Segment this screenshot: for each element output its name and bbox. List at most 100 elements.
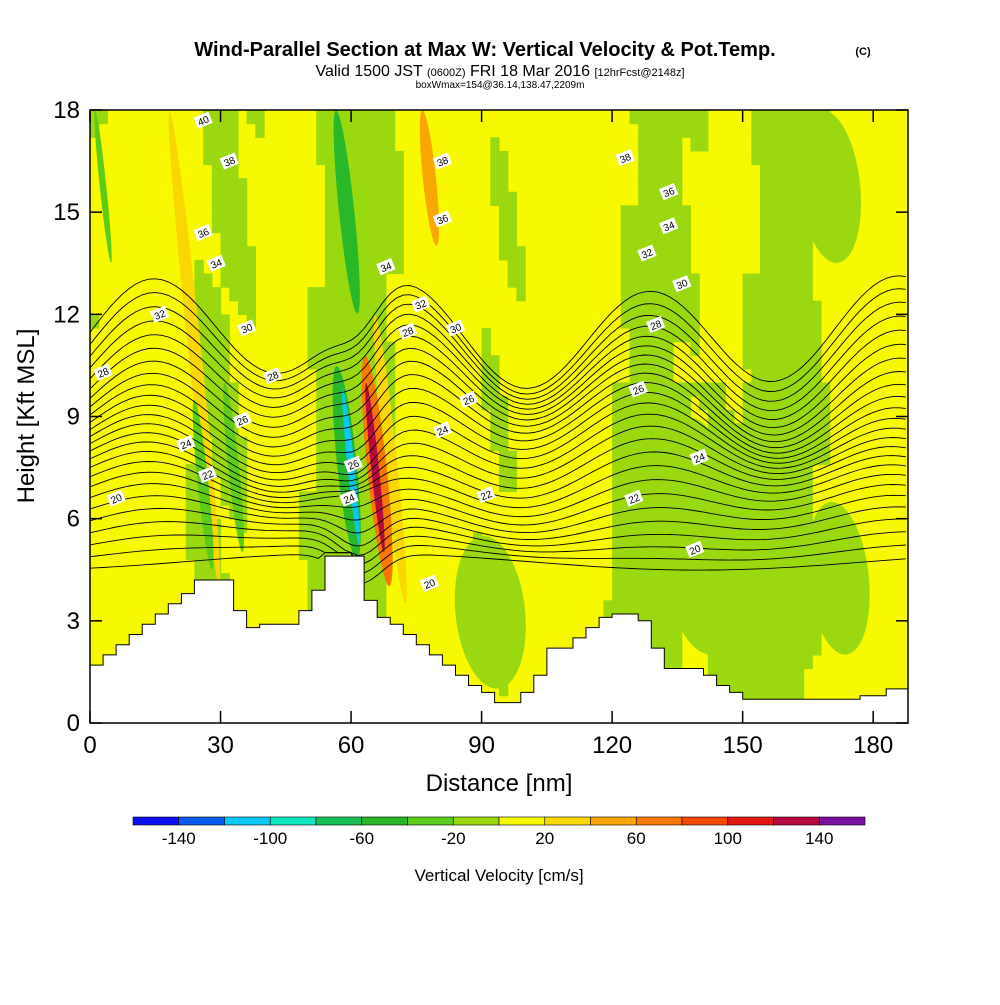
velocity-cell [760,123,770,138]
velocity-cell [324,123,335,138]
chart-header: Wind-Parallel Section at Max W: Vertical… [194,39,871,91]
velocity-cell [655,232,665,247]
velocity-cell [359,150,370,166]
theta-contour-line [90,382,906,457]
velocity-cell [786,586,796,601]
velocity-cell [368,137,378,152]
velocity-cell [646,341,657,356]
theta-contour-line [90,413,906,481]
velocity-cell [646,327,657,343]
velocity-cell [664,273,674,288]
velocity-cell [777,518,787,533]
velocity-cell [725,436,735,452]
velocity-cell [820,382,831,397]
velocity-cell [507,191,518,206]
velocity-cell [377,150,387,166]
velocity-cell [777,191,787,206]
velocity-cell [368,150,378,166]
velocity-cell [760,641,770,656]
velocity-cell [629,464,639,479]
velocity-cell [481,355,491,370]
velocity-cell [768,164,779,179]
velocity-cell [246,273,256,288]
velocity-cell [638,532,648,547]
velocity-cell [499,246,509,261]
velocity-cell [620,314,631,329]
velocity-cell [646,164,657,179]
velocity-cell [324,518,335,533]
velocity-cell [760,600,770,615]
velocity-cell [307,355,317,370]
velocity-cell [751,464,761,479]
velocity-cell [794,477,805,493]
velocity-cell [324,423,335,438]
contour-label: 38 [432,152,453,170]
velocity-cell [751,300,761,315]
velocity-cell [794,423,805,438]
contour-label: 22 [197,465,218,483]
velocity-cell [646,273,657,288]
velocity-cell [716,668,726,683]
velocity-cell [751,668,761,683]
velocity-cell [229,287,239,302]
velocity-cell [237,232,248,247]
velocity-cell [760,327,770,343]
contour-label-box [339,489,359,507]
velocity-cell [368,273,378,288]
velocity-cell [655,409,665,424]
velocity-cell [681,110,692,125]
velocity-cell [786,123,796,138]
velocity-cell [760,682,770,697]
velocity-cell [316,450,326,465]
contour-label-box [197,465,218,483]
velocity-cell [768,668,779,683]
velocity-cell [185,545,196,561]
velocity-cell [324,218,335,234]
velocity-cell [664,110,674,125]
contour-label-text: 36 [436,213,451,228]
velocity-cell [673,327,683,343]
velocity-cell [794,668,805,683]
terrain-profile [90,555,908,723]
velocity-cell [786,505,796,520]
velocity-cell [646,464,657,479]
velocity-cell [351,368,361,384]
velocity-cell [690,341,700,356]
velocity-cell [298,491,309,506]
velocity-cell [333,327,343,343]
colorbar-swatch [361,816,408,826]
contour-label-box [419,574,440,592]
velocity-cell [638,368,648,384]
velocity-cell [742,314,752,329]
velocity-cell [638,450,648,465]
velocity-cell [673,137,683,152]
velocity-cell [499,205,509,220]
velocity-cell [316,300,326,315]
velocity-cell [638,477,648,493]
velocity-cell [612,464,622,479]
velocity-cell [368,559,378,574]
contour-label-text: 30 [675,278,690,293]
x-tick-label: 90 [468,732,495,759]
velocity-cell [794,396,805,411]
velocity-cell [786,464,796,479]
contour-label-text: 40 [196,114,211,129]
velocity-cell [246,300,256,315]
velocity-cell [786,164,796,179]
contour-label: 24 [689,448,709,466]
contour-label-text: 22 [627,492,642,507]
contour-label-text: 24 [342,492,357,507]
velocity-cell [394,150,404,166]
velocity-cell [194,545,204,561]
velocity-cell [751,368,761,384]
velocity-cell [316,327,326,343]
velocity-cell [803,627,813,642]
contour-label: 28 [263,367,283,384]
velocity-cell [316,464,326,479]
velocity-cell [760,573,770,588]
contour-label: 22 [476,486,496,503]
velocity-cell [516,287,526,302]
velocity-cell [359,191,370,206]
velocity-cell [751,314,761,329]
contour-label-text: 32 [414,298,429,313]
